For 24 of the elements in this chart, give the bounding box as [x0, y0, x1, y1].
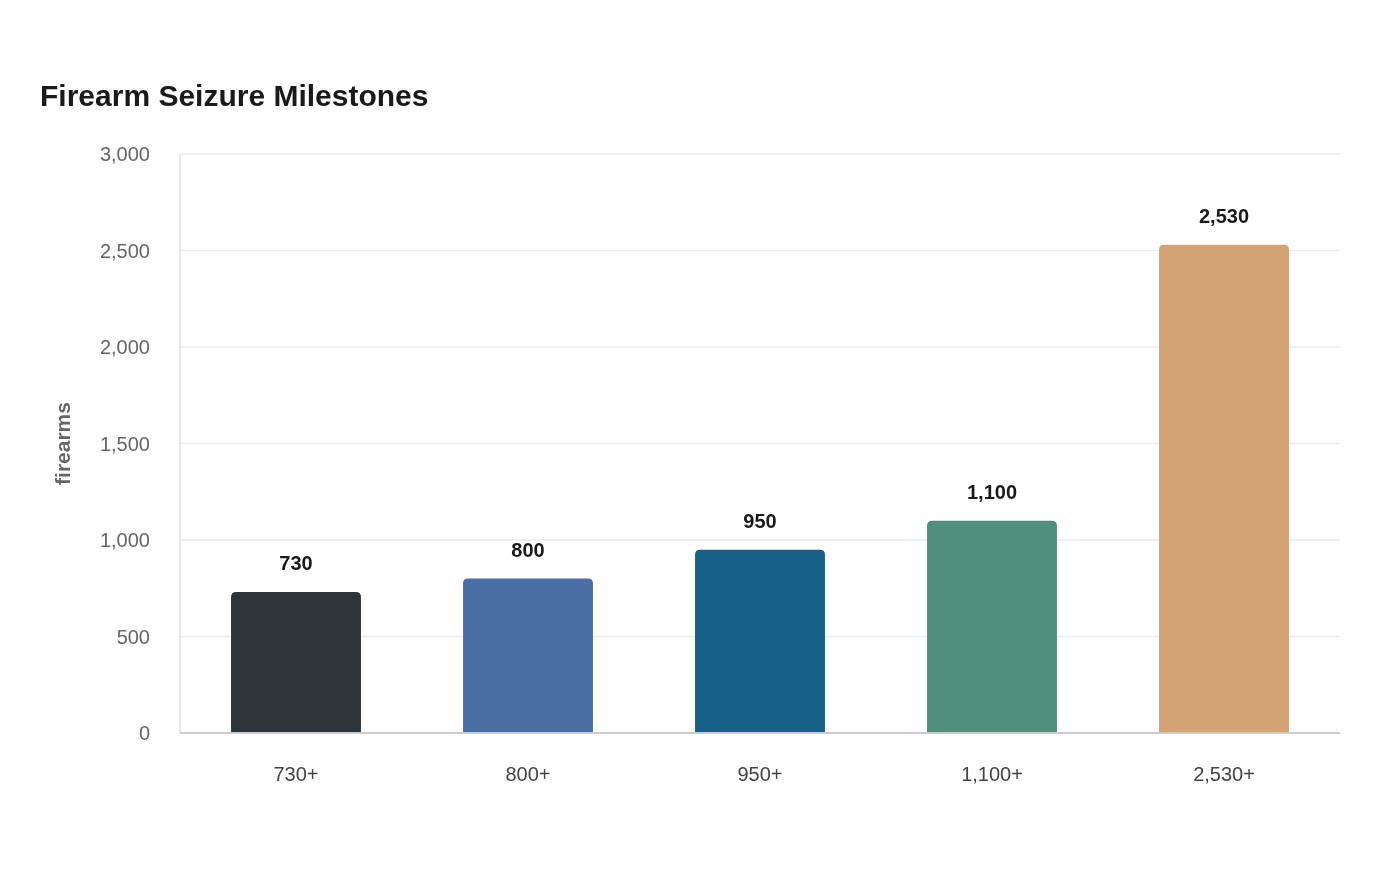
- y-tick-label: 1,000: [99, 529, 150, 551]
- x-tick-label: 1,100+: [961, 763, 1023, 785]
- data-label: 730: [279, 552, 313, 575]
- x-tick-label: 730+: [273, 763, 319, 785]
- y-tick-label: 500: [116, 625, 150, 648]
- y-tick-label: 2,500: [99, 239, 150, 262]
- x-tick-label: 800+: [505, 763, 551, 785]
- data-label: 1,100: [966, 480, 1018, 503]
- x-tick-label: 950+: [737, 763, 783, 785]
- data-label: 950: [743, 509, 777, 532]
- x-tick-label: 2,530+: [1193, 763, 1255, 785]
- bar: [695, 549, 825, 733]
- bar: [231, 592, 361, 733]
- y-tick-label: 1,500: [99, 432, 150, 455]
- bar: [927, 520, 1057, 733]
- data-label: 2,530: [1198, 204, 1250, 227]
- y-tick-label: 3,000: [99, 143, 150, 165]
- data-label: 800: [511, 538, 545, 561]
- y-axis-title: firearms: [51, 402, 74, 485]
- y-tick-label: 0: [138, 722, 150, 744]
- chart-title: Firearm Seizure Milestones: [40, 79, 429, 112]
- y-tick-label: 2,000: [99, 336, 150, 358]
- bar: [1159, 244, 1289, 733]
- bar: [463, 578, 593, 733]
